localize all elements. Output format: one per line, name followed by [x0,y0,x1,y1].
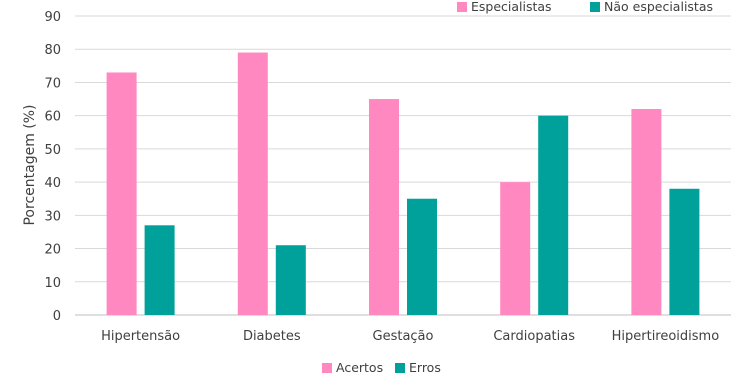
bar-acertos-4 [500,182,531,315]
bar-erros-5 [669,188,700,315]
legend-bottom-swatch-acertos [322,363,332,373]
bar-acertos-5 [631,109,662,316]
y-tick-label: 70 [44,76,61,91]
legend-top-swatch-especialistas [457,2,467,12]
bar-acertos-3 [369,99,399,315]
x-category-label: Diabetes [243,329,301,344]
bar-erros-2 [275,245,306,315]
x-category-label: Hipertensão [101,329,180,344]
y-tick-label: 50 [44,143,61,158]
gridlines [75,15,731,316]
legend-top-label-nao-especialistas: Não especialistas [604,0,713,14]
x-category-label: Cardiopatias [493,329,575,344]
bar-erros-4 [538,115,569,316]
y-tick-label: 40 [44,176,61,191]
legend-bottom: Acertos Erros [322,360,441,374]
bar-erros-3 [407,198,437,315]
y-tick-label: 80 [44,43,61,58]
legend-bottom-label-acertos: Acertos [336,360,383,374]
x-category-label: Gestação [373,329,434,344]
y-axis-ticks: 0 10 20 30 40 50 60 70 80 90 [44,10,61,324]
legend-bottom-swatch-erros [395,363,405,373]
legend-top: Especialistas Não especialistas [457,0,713,14]
bar-erros-1 [144,225,175,315]
x-category-label: Hipertireoidismo [612,329,720,344]
bar-acertos-1 [106,72,137,315]
legend-top-swatch-nao-especialistas [590,2,600,12]
y-tick-label: 0 [53,309,61,324]
y-tick-label: 90 [44,10,61,25]
x-axis-categories: Hipertensão Diabetes Gestação Cardiopatias H… [101,329,719,344]
y-tick-label: 30 [44,209,61,224]
bar-acertos-2 [237,52,268,316]
y-tick-label: 10 [44,276,61,291]
bars [106,52,700,316]
legend-top-label-especialistas: Especialistas [471,0,552,14]
y-axis-label: Porcentagem (%) [22,104,38,225]
y-tick-label: 20 [44,243,61,258]
y-tick-label: 60 [44,110,61,125]
legend-bottom-label-erros: Erros [409,360,441,374]
